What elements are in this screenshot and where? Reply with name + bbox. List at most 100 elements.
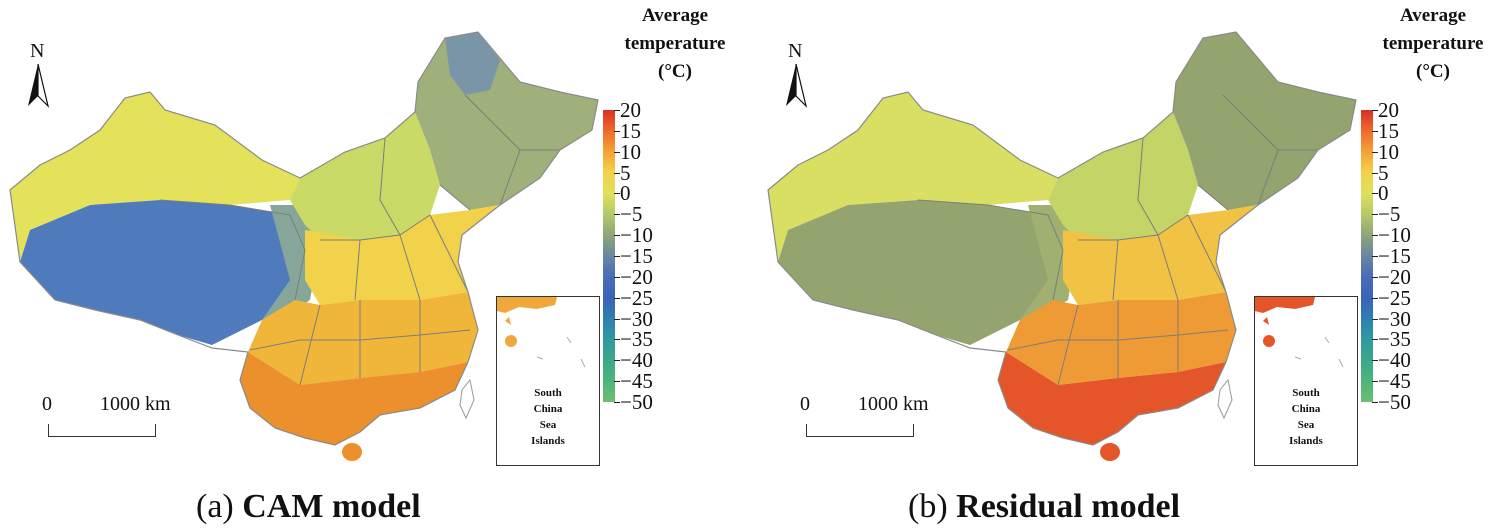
colorbar-tick: [1372, 318, 1378, 320]
colorbar-tick: [1372, 214, 1378, 216]
inset-label-line: Sea: [539, 419, 557, 431]
colorbar-tick: [614, 193, 620, 195]
region-far-south: [240, 352, 468, 445]
colorbar-tick-label: −40: [1378, 348, 1411, 373]
legend-title: Average temperature (°C): [1358, 2, 1505, 86]
legend-title-line: Average: [1399, 5, 1467, 26]
colorbar-tick: [614, 235, 620, 237]
colorbar-tick: [1372, 339, 1378, 341]
colorbar-tick-label: −15: [1378, 244, 1411, 268]
north-label: N: [788, 40, 803, 62]
inset-label-line: China: [533, 403, 563, 415]
scale-zero-label: 0: [800, 393, 810, 415]
scale-distance-label: 1000 km: [858, 393, 929, 415]
inset-label-line: Islands: [531, 435, 565, 447]
colorbar-tick-label: −30: [620, 306, 653, 331]
region-far-northeast: [1203, 32, 1258, 95]
inset-map: [497, 297, 586, 368]
colorbar-tick: [614, 297, 620, 299]
colorbar-tick-label: −5: [1378, 202, 1401, 227]
colorbar-tick-label: 0: [1378, 181, 1389, 206]
colorbar-tick: [614, 360, 620, 362]
colorbar-tick-label: −30: [1378, 306, 1411, 331]
panel-caption: (a) CAM model: [196, 488, 421, 526]
south-china-sea-inset: South China Sea Islands: [496, 296, 600, 466]
colorbar-tick-label: 20: [1378, 98, 1399, 122]
country-outline: [767, 31, 1357, 446]
region-northeast: [1173, 32, 1356, 210]
colorbar: [1361, 110, 1373, 402]
colorbar-tick-label: 20: [620, 98, 641, 122]
colorbar-tick-label: −20: [620, 264, 653, 289]
colorbar-tick: [1372, 256, 1378, 257]
colorbar: [603, 110, 615, 402]
colorbar-tick: [614, 318, 620, 320]
legend-title-line: (°C): [658, 61, 692, 82]
colorbar-tick: [1372, 276, 1378, 278]
map-panel-cam: N Average temperature (°C) 20 15 10 5 0 −5 −10 −15−…: [9, 5, 726, 526]
colorbar-tick-label: −50: [1378, 390, 1411, 414]
panel-caption: (b) Residual model: [908, 488, 1180, 526]
colorbar-tick: [614, 402, 620, 403]
region-central: [1063, 205, 1258, 305]
legend-title-line: (°C): [1416, 61, 1450, 82]
colorbar-tick-label: −45: [620, 369, 653, 394]
colorbar-tick: [1372, 297, 1378, 299]
north-label: N: [30, 40, 45, 62]
scale-distance-label: 1000 km: [100, 393, 171, 415]
colorbar-tick-label: −5: [620, 202, 643, 227]
colorbar-tick: [614, 172, 620, 174]
colorbar-tick: [1372, 130, 1378, 132]
region-far-south: [998, 352, 1226, 445]
north-arrow: N: [22, 40, 52, 110]
colorbar-tick: [1372, 360, 1378, 362]
south-china-sea-inset: South China Sea Islands: [1254, 296, 1358, 466]
colorbar-tick: [1372, 235, 1378, 237]
map-panel-residual: N Average temperature (°C) 20 15 10 5 0 −5 −10 −15−…: [758, 0, 1505, 532]
legend-title-line: temperature: [1382, 33, 1484, 54]
region-far-northeast: [445, 32, 500, 95]
colorbar-tick: [614, 130, 620, 132]
colorbar-tick: [1372, 193, 1378, 195]
colorbar-tick-label: −35: [1378, 327, 1411, 352]
colorbar-tick-label: −10: [620, 223, 653, 248]
colorbar-tick: [614, 151, 620, 153]
scale-bar: [48, 424, 156, 437]
north-arrow-icon: [786, 63, 808, 108]
colorbar-tick: [614, 214, 620, 216]
colorbar-tick-label: −25: [1378, 285, 1411, 310]
colorbar-tick-label: −50: [620, 390, 653, 414]
colorbar-tick: [614, 339, 620, 341]
legend-title-line: Average: [641, 5, 709, 26]
colorbar-tick: [614, 276, 620, 278]
north-arrow: N: [780, 40, 810, 110]
region-central: [305, 205, 500, 305]
colorbar-tick: [1372, 381, 1378, 383]
caption-model-name: CAM model: [242, 488, 421, 525]
colorbar-tick-label: 0: [620, 181, 631, 206]
colorbar-tick: [1372, 151, 1378, 153]
scale-zero-label: 0: [42, 393, 52, 415]
colorbar-tick-label: −35: [620, 327, 653, 352]
colorbar-tick-label: 5: [1378, 160, 1389, 185]
hainan-island: [342, 443, 362, 461]
inset-label-line: Islands: [1289, 435, 1323, 447]
colorbar-tick-label: 15: [620, 118, 641, 143]
colorbar-tick-label: −25: [620, 285, 653, 310]
inset-label-line: South: [534, 387, 562, 399]
north-arrow-icon: [28, 63, 50, 108]
colorbar-tick-label: −15: [620, 244, 653, 268]
legend-title-line: temperature: [624, 33, 726, 54]
hainan-island: [1100, 443, 1120, 461]
inset-label-line: China: [1291, 403, 1321, 415]
inset-label-line: South: [1292, 387, 1320, 399]
colorbar-tick: [614, 256, 620, 257]
colorbar-tick-label: 10: [620, 139, 641, 164]
region-north-china: [1048, 112, 1198, 240]
colorbar-tick-label: −20: [1378, 264, 1411, 289]
region-north-china: [290, 112, 440, 240]
colorbar-tick: [1372, 402, 1378, 403]
inset-label: South China Sea Islands: [1255, 385, 1357, 449]
colorbar-tick: [614, 110, 620, 111]
region-northeast: [415, 32, 598, 210]
